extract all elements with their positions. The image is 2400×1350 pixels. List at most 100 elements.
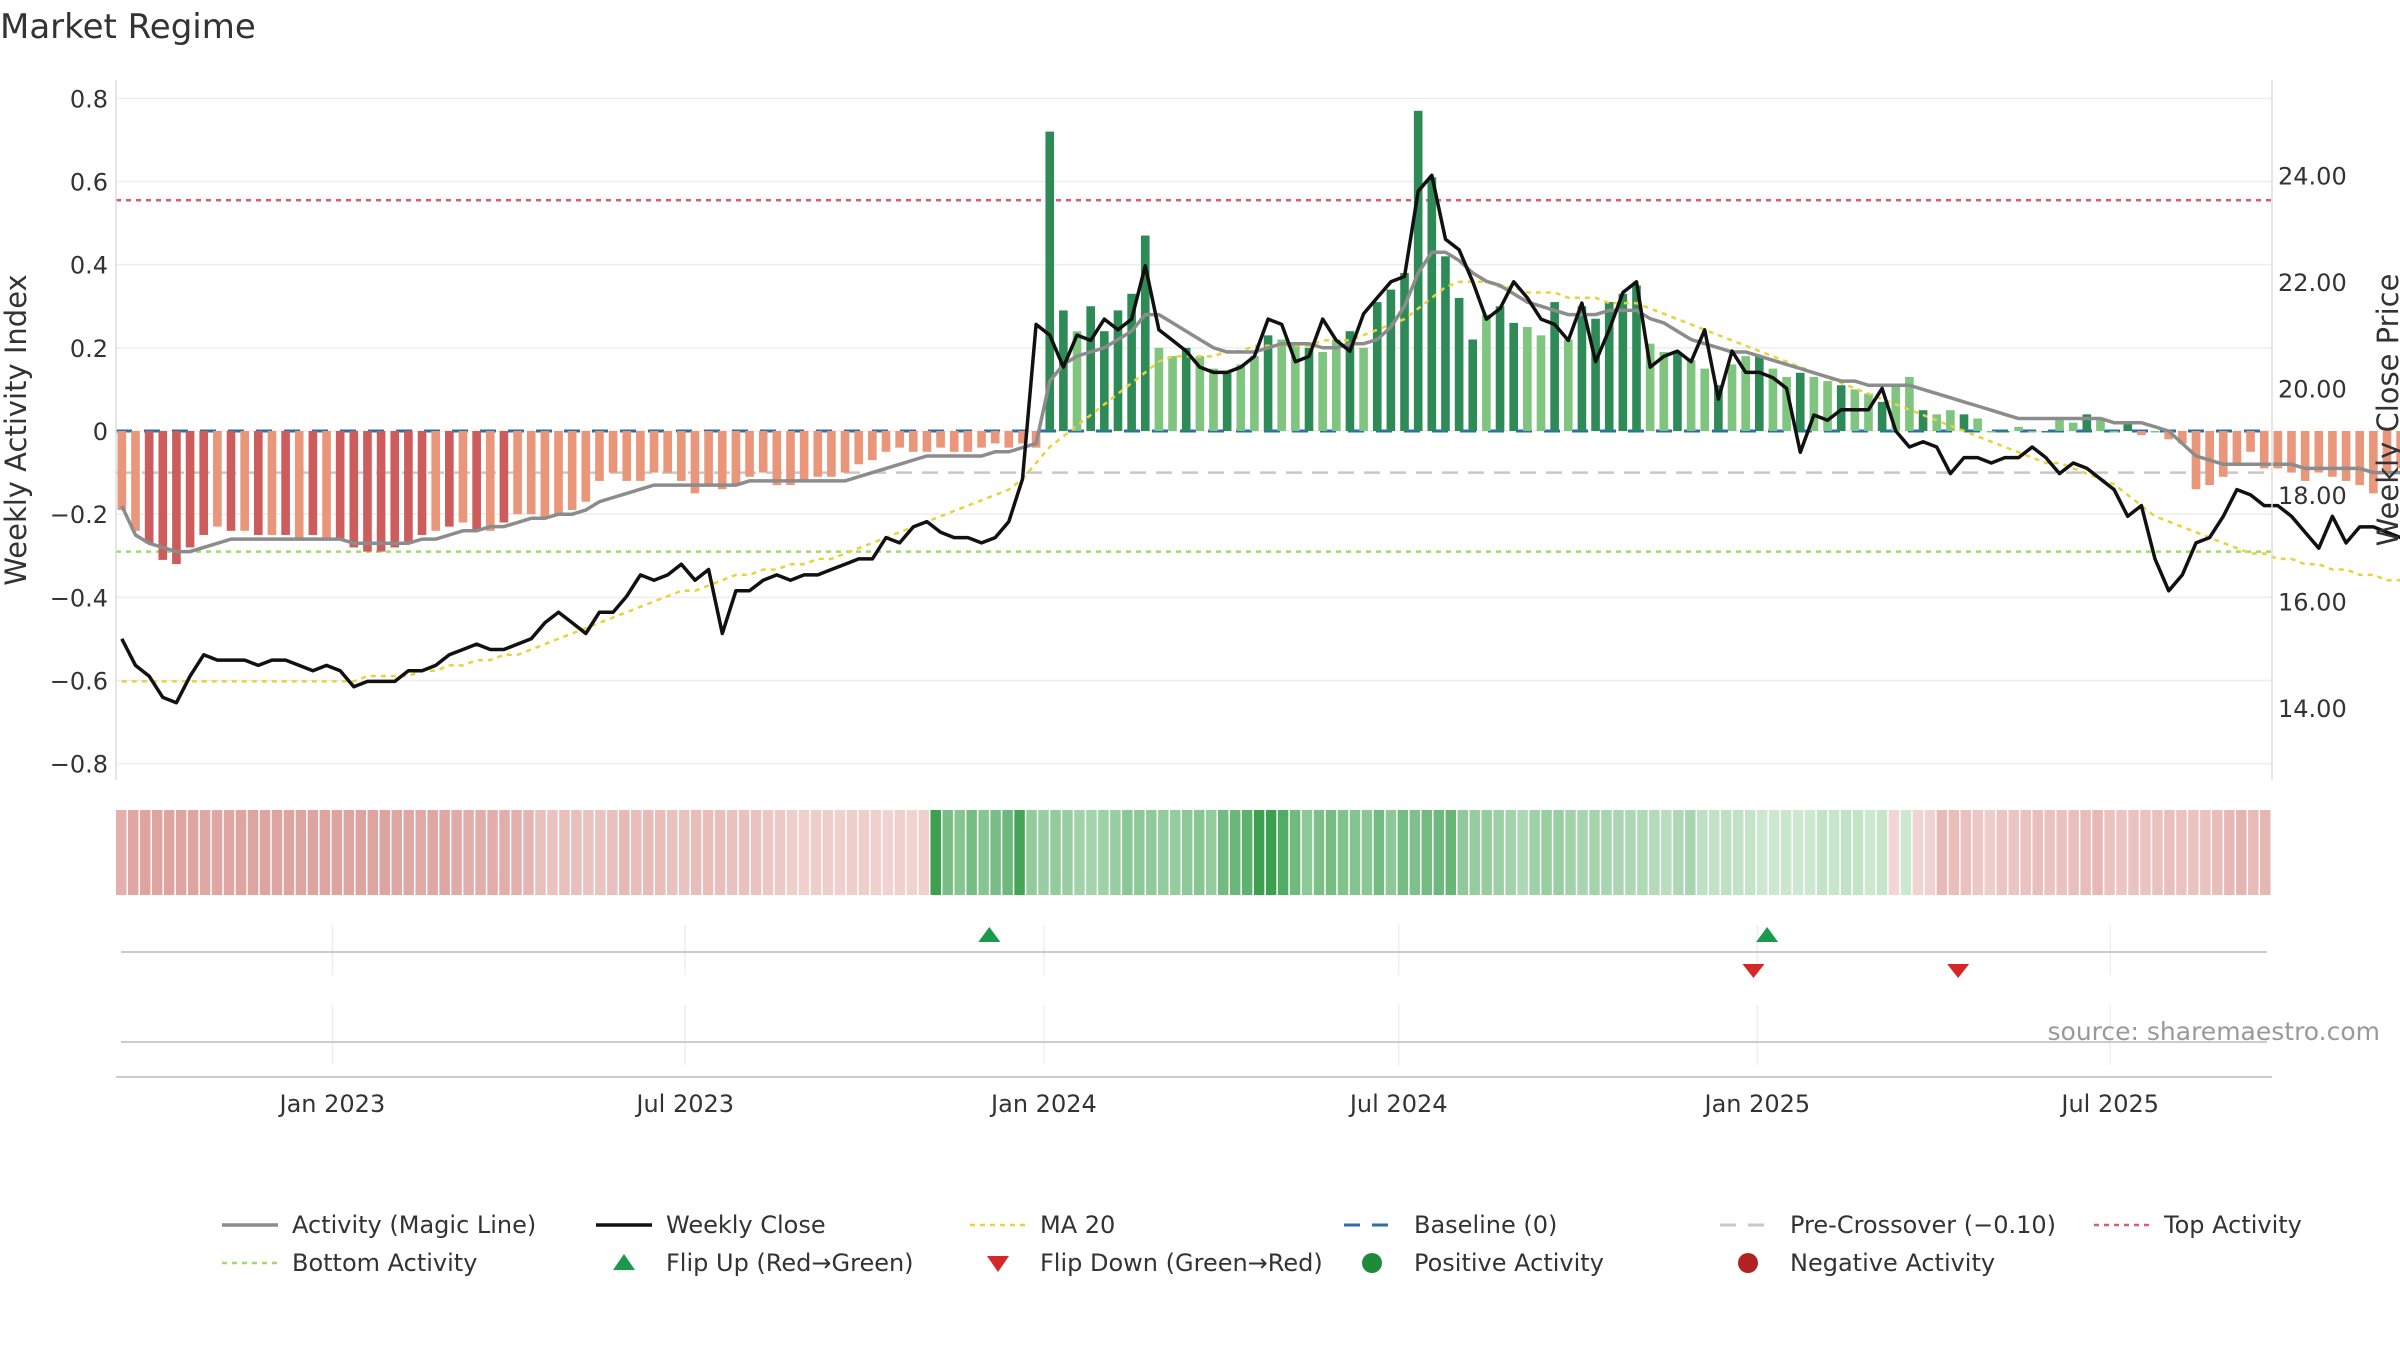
y-right-tick-label: 16.00: [2278, 589, 2347, 617]
legend-label: Positive Activity: [1414, 1249, 1604, 1277]
heat-cell: [1744, 810, 1756, 895]
heat-cell: [1002, 810, 1013, 895]
activity-bar: [1495, 306, 1505, 431]
y-tick-label: −0.4: [50, 584, 108, 612]
heat-cell: [2044, 810, 2055, 895]
heat-cell: [1122, 810, 1133, 895]
activity-bar: [1686, 360, 1696, 431]
series-lines: [120, 173, 2400, 705]
heat-cell: [1170, 810, 1181, 895]
heat-cell: [559, 810, 570, 895]
flip-markers-panel: [121, 925, 2267, 1065]
activity-bar: [2137, 431, 2146, 436]
heat-cell: [1649, 810, 1660, 895]
activity-bar: [417, 431, 427, 535]
flip-up-marker: [978, 927, 1001, 942]
heat-cell: [930, 810, 941, 895]
activity-bar: [404, 431, 413, 544]
heat-cell: [1876, 810, 1888, 895]
heat-cell: [199, 810, 211, 895]
activity-bar: [1304, 347, 1314, 431]
activity-bar: [1864, 393, 1873, 431]
activity-bar: [1441, 256, 1450, 431]
activity-bar: [1618, 293, 1628, 431]
activity-bar: [2396, 431, 2400, 469]
flip-down-marker: [1947, 964, 1970, 978]
activity-bar: [1427, 177, 1437, 431]
heat-cell: [1409, 810, 1421, 895]
heat-cell: [259, 810, 271, 895]
heat-cell: [1780, 810, 1792, 895]
heat-cell: [1373, 810, 1385, 895]
activity-bar: [1468, 339, 1478, 431]
activity-bar: [1140, 235, 1150, 431]
heat-cell: [2056, 810, 2067, 895]
heat-cell: [2164, 810, 2175, 895]
activity-bar: [390, 431, 400, 548]
activity-bar: [131, 431, 140, 531]
activity-bar: [990, 431, 1000, 444]
activity-bar: [1673, 351, 1682, 431]
heat-cell: [1385, 810, 1397, 895]
activity-bar: [2109, 431, 2119, 433]
heat-cell: [475, 810, 486, 895]
activity-bar: [704, 431, 713, 486]
legend-label: Weekly Close: [666, 1211, 826, 1239]
activity-bar: [1782, 376, 1791, 431]
activity-bar: [1659, 351, 1669, 431]
activity-bar: [922, 431, 932, 452]
heat-cell: [1493, 810, 1504, 895]
activity-bar: [745, 431, 754, 477]
heat-cell: [2104, 810, 2115, 895]
heat-cell: [1960, 810, 1972, 895]
heat-cell: [1840, 810, 1852, 895]
activity-bar: [2218, 431, 2228, 477]
heat-cell: [487, 810, 498, 895]
activity-bar: [1004, 431, 1014, 448]
activity-bar: [1318, 351, 1327, 431]
heat-cell: [2200, 810, 2211, 895]
heat-cell: [1301, 810, 1313, 895]
activity-bar: [526, 431, 536, 515]
heat-cell: [2224, 810, 2235, 895]
heat-cell: [367, 810, 379, 895]
legend-label: Bottom Activity: [292, 1249, 477, 1277]
activity-bar: [2205, 431, 2214, 486]
heat-cell: [1936, 810, 1948, 895]
heat-cell: [858, 810, 870, 895]
activity-bar: [2055, 418, 2064, 431]
heat-cell: [1194, 810, 1205, 895]
activity-bar: [335, 431, 345, 540]
activity-bar: [2341, 431, 2351, 481]
heat-cell: [1038, 810, 1049, 895]
activity-bar: [1331, 339, 1341, 431]
heat-cell: [774, 810, 786, 895]
activity-bar: [1209, 368, 1218, 431]
legend-label: Pre-Crossover (−0.10): [1790, 1211, 2056, 1239]
activity-bar: [1154, 347, 1164, 431]
activity-bar: [2191, 431, 2201, 490]
heat-cell: [1792, 810, 1804, 895]
heat-cell: [1553, 810, 1564, 895]
heat-cell: [1349, 810, 1361, 895]
activity-bar: [2068, 422, 2078, 431]
activity-bar: [1086, 306, 1095, 431]
y-tick-label: 0.8: [70, 85, 108, 113]
heat-cell: [223, 810, 235, 895]
activity-bar: [840, 431, 850, 473]
activity-bar: [1809, 376, 1819, 431]
y-tick-label: 0.4: [70, 252, 108, 280]
heat-cell: [1589, 810, 1600, 895]
activity-bar: [213, 431, 222, 527]
heat-cell: [1289, 810, 1301, 895]
activity-bar: [881, 431, 891, 452]
activity-bar: [1536, 335, 1546, 431]
activity-bar: [1959, 414, 1969, 431]
heat-cell: [1517, 810, 1528, 895]
weekly-close-line: [120, 173, 2400, 705]
heat-cell: [1205, 810, 1217, 895]
y-tick-label: −0.6: [50, 668, 108, 696]
heat-cell: [2236, 810, 2247, 895]
activity-bar: [294, 431, 304, 540]
activity-bar: [1181, 347, 1191, 431]
